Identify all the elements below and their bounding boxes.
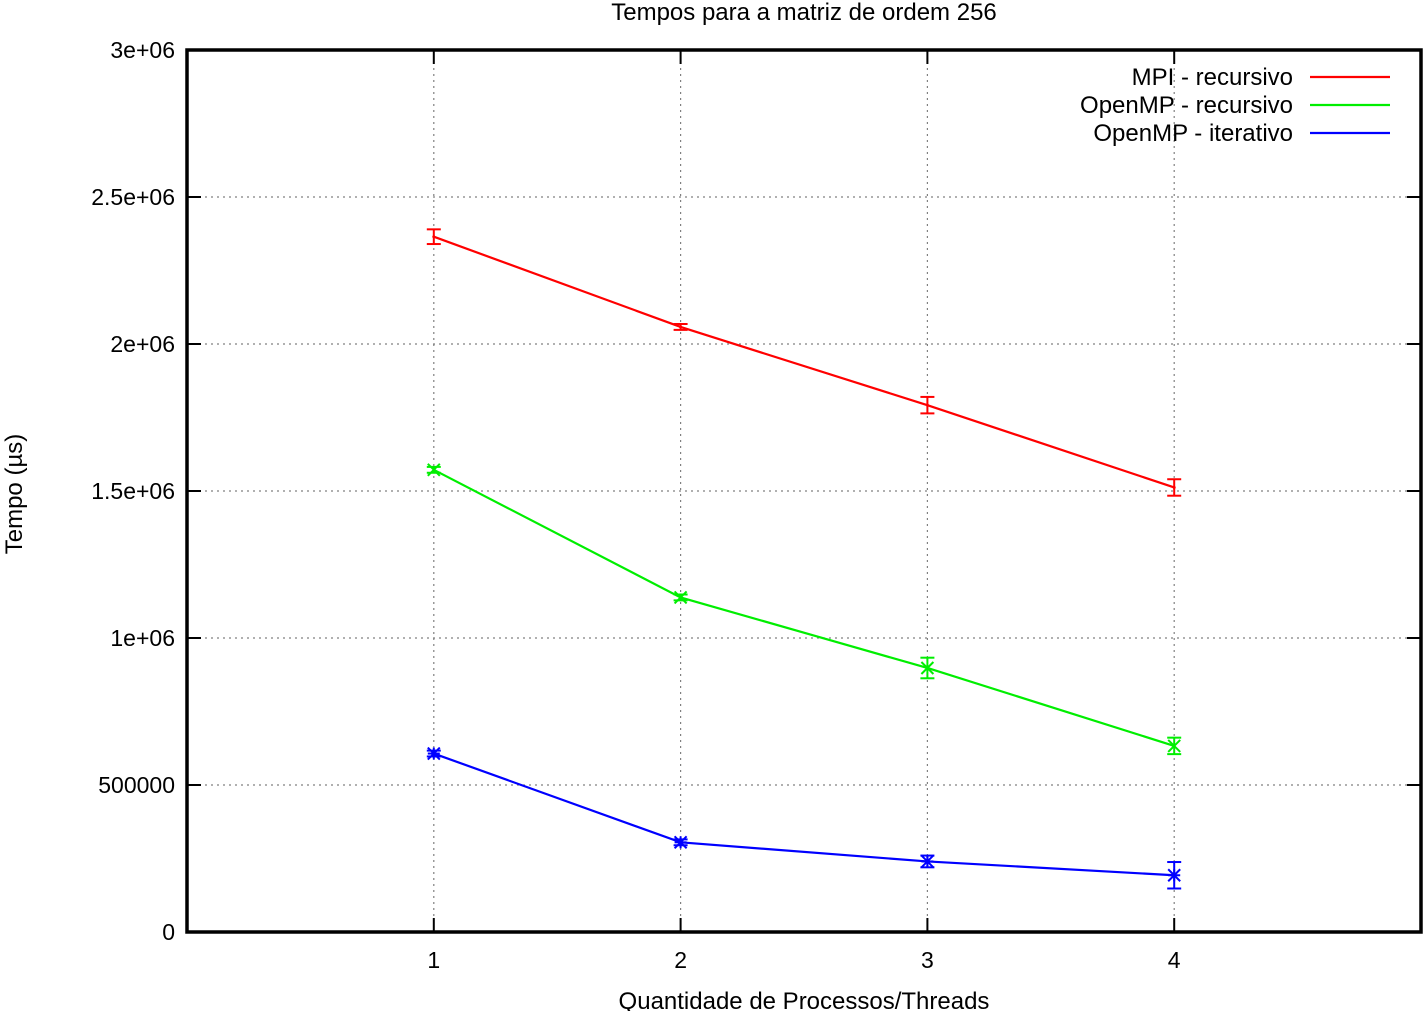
y-tick-label: 2e+06 bbox=[110, 331, 175, 357]
data-point bbox=[925, 403, 929, 407]
data-point bbox=[1167, 868, 1181, 882]
legend-label: OpenMP - iterativo bbox=[1093, 120, 1293, 147]
data-point bbox=[679, 325, 683, 329]
data-point bbox=[920, 854, 935, 869]
y-tick-label: 1e+06 bbox=[110, 625, 175, 651]
x-axis-label: Quantidade de Processos/Threads bbox=[619, 988, 990, 1011]
series-line bbox=[433, 752, 1175, 877]
legend-entry: MPI - recursivo bbox=[1132, 64, 1390, 91]
legend-label: MPI - recursivo bbox=[1132, 64, 1293, 91]
series-2 bbox=[426, 463, 1182, 756]
series-3 bbox=[426, 746, 1182, 890]
data-point bbox=[673, 835, 688, 850]
x-tick-label: 1 bbox=[427, 947, 440, 973]
data-point bbox=[432, 235, 436, 239]
y-tick-label: 500000 bbox=[98, 772, 175, 798]
y-tick-label: 3e+06 bbox=[110, 37, 175, 63]
y-tick-label: 1.5e+06 bbox=[91, 478, 175, 504]
legend-label: OpenMP - recursivo bbox=[1080, 92, 1293, 119]
series-line bbox=[433, 235, 1175, 489]
y-axis-label: Tempo (µs) bbox=[1, 434, 28, 555]
series-1 bbox=[426, 228, 1182, 497]
axis-ticks: 0 500000 1e+06 1.5e+06 2e+06 2.5e+06 3e+06 1 2 3 4 bbox=[91, 37, 1421, 973]
legend-entry: OpenMP - recursivo bbox=[1080, 92, 1390, 119]
y-tick-label: 0 bbox=[162, 919, 175, 945]
x-tick-label: 2 bbox=[674, 947, 687, 973]
grid-lines bbox=[187, 50, 1421, 932]
data-point bbox=[1167, 739, 1181, 753]
chart-title: Tempos para a matriz de ordem 256 bbox=[611, 0, 997, 26]
legend-entry: OpenMP - iterativo bbox=[1093, 120, 1390, 147]
data-point bbox=[920, 661, 935, 675]
data-point bbox=[427, 746, 441, 761]
series-line bbox=[433, 468, 1175, 747]
data-point bbox=[427, 463, 441, 477]
y-tick-label: 2.5e+06 bbox=[91, 184, 175, 210]
data-point bbox=[673, 590, 688, 605]
plot-frame bbox=[185, 48, 1423, 934]
x-tick-label: 4 bbox=[1168, 947, 1181, 973]
series-layer bbox=[426, 228, 1182, 890]
data-point bbox=[1172, 485, 1176, 489]
x-tick-label: 3 bbox=[921, 947, 934, 973]
